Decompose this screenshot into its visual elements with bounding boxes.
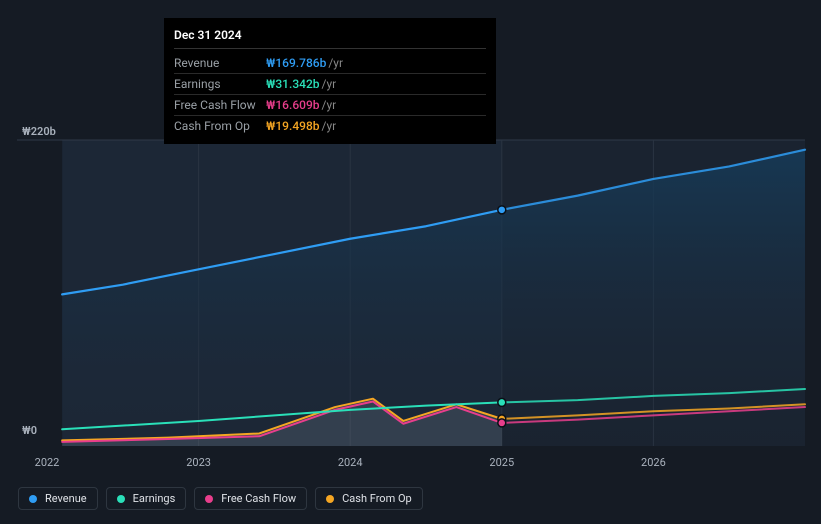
x-axis-label: 2022 [35, 456, 60, 469]
legend-item-cfo[interactable]: Cash From Op [315, 487, 423, 510]
legend-label: Cash From Op [342, 492, 412, 505]
tooltip-date: Dec 31 2024 [174, 26, 486, 44]
tooltip-metric-label: Revenue [174, 54, 266, 72]
legend-item-fcf[interactable]: Free Cash Flow [194, 487, 307, 510]
legend-item-earnings[interactable]: Earnings [106, 487, 187, 510]
legend-swatch [205, 495, 213, 503]
tooltip-metric-value: ₩19.498b [266, 117, 320, 135]
tooltip-metric-label: Earnings [174, 75, 266, 93]
tooltip-metric-suffix: /yr [322, 96, 337, 114]
tooltip-row: Free Cash Flow₩16.609b /yr [174, 94, 486, 115]
tooltip-metric-label: Free Cash Flow [174, 96, 266, 114]
x-axis-label: 2026 [641, 456, 666, 469]
legend-item-revenue[interactable]: Revenue [18, 487, 98, 510]
chart-legend: Revenue Earnings Free Cash Flow Cash From O… [18, 487, 423, 510]
tooltip-metric-label: Cash From Op [174, 117, 266, 135]
x-axis-label: 2025 [489, 456, 514, 469]
legend-label: Revenue [45, 492, 87, 505]
tooltip-metric-suffix: /yr [322, 117, 337, 135]
tooltip-metric-suffix: /yr [322, 75, 337, 93]
tooltip-metric-value: ₩31.342b [266, 75, 320, 93]
tooltip-divider [174, 48, 486, 49]
legend-swatch [29, 495, 37, 503]
tooltip-row: Cash From Op₩19.498b /yr [174, 115, 486, 136]
tooltip-metric-value: ₩16.609b [266, 96, 320, 114]
tooltip-metric-value: ₩169.786b [266, 54, 326, 72]
x-axis-label: 2024 [338, 456, 363, 469]
x-axis-label: 2023 [186, 456, 211, 469]
tooltip-metric-suffix: /yr [328, 54, 343, 72]
legend-label: Earnings [133, 492, 176, 505]
tooltip-row: Earnings₩31.342b /yr [174, 73, 486, 94]
tooltip-row: Revenue₩169.786b /yr [174, 53, 486, 73]
legend-swatch [326, 495, 334, 503]
legend-swatch [117, 495, 125, 503]
hover-tooltip: Dec 31 2024 Revenue₩169.786b /yrEarnings… [164, 18, 496, 144]
financial-forecast-chart: ₩220b ₩0 Past Analysts Forecasts 2022202… [0, 0, 821, 524]
legend-label: Free Cash Flow [221, 492, 296, 505]
